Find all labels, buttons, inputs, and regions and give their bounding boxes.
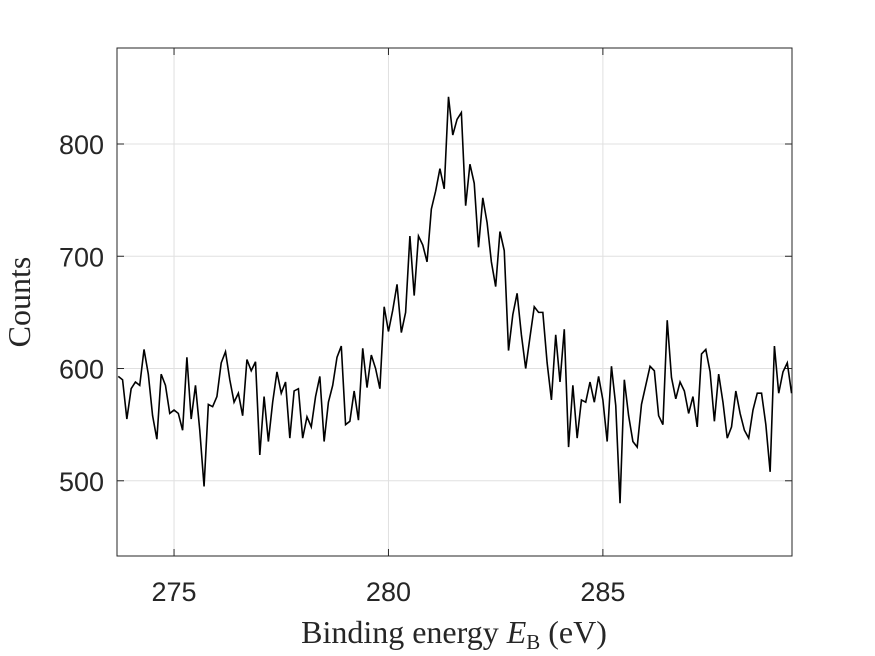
plot-frame bbox=[116, 47, 793, 557]
y-tick-label: 700 bbox=[59, 242, 104, 272]
y-tick-label: 600 bbox=[59, 355, 104, 385]
data-line bbox=[117, 96, 793, 504]
x-label-unit: (eV) bbox=[548, 614, 607, 650]
x-tick-label: 275 bbox=[152, 577, 197, 607]
y-tick-label: 500 bbox=[59, 467, 104, 497]
y-axis-label: Counts bbox=[1, 257, 37, 348]
x-tick-label: 285 bbox=[580, 577, 625, 607]
x-label-text: Binding energy bbox=[301, 614, 499, 650]
x-axis-label: Binding energy EB (eV) bbox=[301, 614, 607, 656]
y-tick-label: 800 bbox=[59, 130, 104, 160]
x-label-subscript: B bbox=[526, 630, 540, 654]
x-label-symbol: E bbox=[506, 614, 527, 650]
x-tick-label: 280 bbox=[366, 577, 411, 607]
